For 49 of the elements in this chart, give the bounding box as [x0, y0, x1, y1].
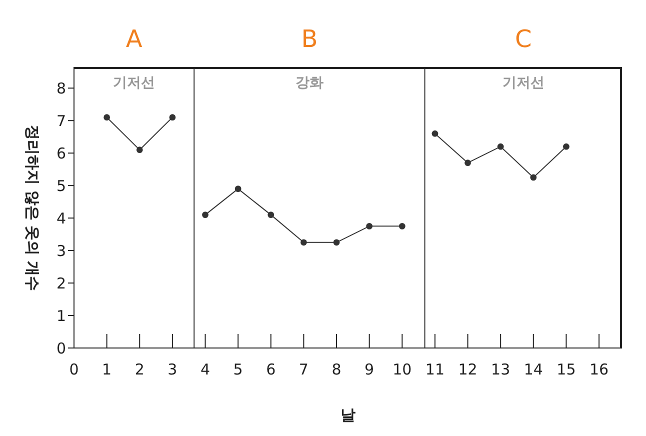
- point: [202, 212, 208, 218]
- x-tick-label: 9: [364, 360, 374, 379]
- y-tick-label: 3: [56, 242, 66, 260]
- x-tick-label: 5: [233, 360, 243, 379]
- y-tick-label: 4: [56, 209, 66, 228]
- x-tick-label: 4: [200, 360, 210, 379]
- x-tick-label: 16: [589, 360, 609, 379]
- y-tick-label: 8: [56, 79, 66, 98]
- y-tick-label: 7: [56, 112, 66, 130]
- text: A: [126, 25, 142, 53]
- x-tick-label: 13: [491, 360, 510, 379]
- point: [464, 160, 471, 166]
- point: [530, 174, 537, 181]
- point: [333, 239, 340, 246]
- x-tick-label: 2: [134, 360, 144, 379]
- point: [563, 143, 570, 150]
- point: [366, 222, 373, 230]
- y-tick-label: 1: [56, 306, 66, 325]
- x-tick-label: 10: [392, 360, 412, 379]
- y-tick-label: 5: [56, 176, 66, 195]
- point: [104, 114, 110, 121]
- point: [234, 186, 242, 192]
- x-tick-label: 14: [524, 360, 543, 379]
- annotation: 기저선: [113, 74, 156, 92]
- text: B: [301, 25, 318, 53]
- point: [432, 130, 438, 137]
- x-tick-label: 7: [298, 360, 308, 379]
- y-tick-label: 0: [56, 339, 66, 358]
- x-tick-label: 11: [425, 360, 445, 379]
- x-tick-label: 12: [458, 360, 478, 379]
- point: [497, 143, 504, 150]
- point: [398, 222, 406, 230]
- point: [300, 239, 307, 246]
- x-tick-label: 6: [266, 360, 276, 379]
- text: C: [515, 25, 532, 53]
- x-tick-label: 15: [556, 360, 576, 379]
- point: [169, 114, 176, 121]
- x-tick-label: 0: [69, 360, 79, 379]
- x-tick-label: 8: [332, 360, 342, 379]
- y-tick-label: 6: [56, 144, 66, 162]
- point: [268, 212, 274, 218]
- y-axis-title: 정리하지 않은 옷의 개수: [22, 124, 42, 290]
- point: [136, 146, 143, 154]
- x-tick-label: 3: [168, 360, 178, 379]
- x-axis-title: 날: [340, 406, 356, 424]
- x-tick-label: 1: [102, 360, 112, 379]
- annotation: 강화: [295, 74, 324, 92]
- y-tick-label: 2: [56, 274, 66, 292]
- annotation: 기저선: [502, 74, 544, 92]
